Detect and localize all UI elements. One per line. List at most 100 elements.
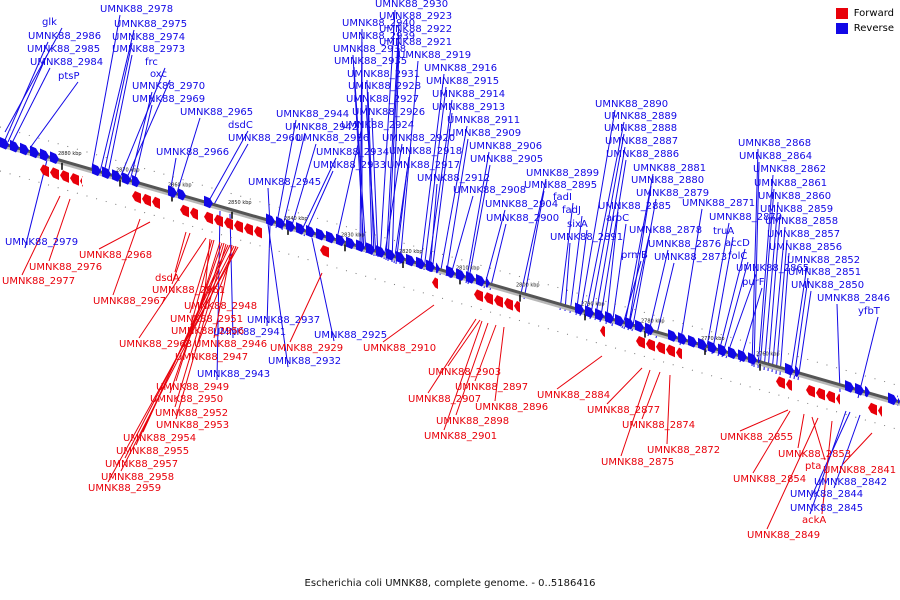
gene-leader (423, 86, 447, 271)
forward-gene-label: UMNK88_2951 (170, 314, 243, 325)
reverse-gene-feature (486, 276, 490, 289)
reverse-gene-label: UMNK88_2868 (738, 138, 811, 149)
scale-tick-label: 2850 kbp (228, 200, 252, 206)
gene-leader (759, 188, 775, 370)
reverse-gene-label: UMNK88_2925 (314, 330, 387, 341)
reverse-gene-feature (688, 334, 697, 348)
gene-leader (189, 239, 213, 314)
forward-gene-label: UMNK88_2849 (747, 530, 820, 541)
reverse-gene-label: oxc (150, 69, 167, 80)
reverse-gene-label: UMNK88_2881 (633, 163, 706, 174)
reverse-gene-feature (406, 253, 415, 267)
forward-gene-feature (676, 347, 682, 360)
gene-leader (556, 355, 603, 390)
gene-leader (842, 432, 873, 465)
gene-leader (564, 242, 571, 312)
forward-gene-label: UMNK88_2877 (587, 405, 660, 416)
gene-leader (119, 67, 166, 179)
reverse-gene-feature (296, 222, 305, 235)
reverse-gene-label: UMNK88_2858 (765, 216, 838, 227)
reverse-gene-label: UMNK88_2943 (197, 369, 270, 380)
forward-gene-feature (826, 390, 835, 404)
forward-gene-label: UMNK88_2952 (155, 408, 228, 419)
reverse-gene-label: UMNK88_2919 (398, 50, 471, 61)
forward-gene-label: UMNK88_2907 (408, 394, 481, 405)
reverse-gene-label: sixA (567, 219, 588, 230)
forward-gene-feature (152, 196, 160, 210)
reverse-gene-feature (897, 395, 900, 406)
reverse-gene-label: UMNK88_2985 (27, 44, 100, 55)
gene-leader (483, 209, 506, 289)
gene-leader (474, 324, 497, 382)
reverse-gene-feature (40, 148, 49, 162)
reverse-gene-feature (306, 225, 315, 238)
forward-gene-feature (816, 387, 825, 401)
reverse-gene-feature (466, 271, 475, 284)
legend-reverse-label: Reverse (853, 23, 894, 34)
gene-leader (174, 242, 225, 408)
gene-leader (419, 73, 445, 270)
forward-swatch (835, 8, 848, 19)
gene-leader (7, 54, 48, 143)
forward-gene-feature (514, 300, 520, 313)
reverse-gene-label: UMNK88_2885 (598, 201, 671, 212)
reverse-gene-feature (678, 332, 687, 345)
reverse-gene-label: UMNK88_2850 (791, 280, 864, 291)
gene-leader (584, 121, 625, 319)
reverse-gene-label: UMNK88_2932 (268, 356, 341, 367)
scale-tick-label: 2860 kbp (168, 182, 192, 188)
scale-tick-label: 2810 kbp (456, 265, 480, 271)
forward-gene-feature (320, 245, 329, 258)
reverse-gene-label: dsdC (228, 120, 253, 131)
forward-gene-label: ackA (802, 515, 826, 526)
forward-gene-label: UMNK88_2896 (475, 402, 548, 413)
reverse-gene-label: UMNK88_2909 (448, 128, 521, 139)
reverse-gene-label: UMNK88_2899 (526, 168, 599, 179)
reverse-gene-label: UMNK88_2973 (112, 44, 185, 55)
reverse-gene-label: UMNK88_2944 (276, 109, 349, 120)
gene-leader (766, 417, 819, 530)
gene-leader (216, 210, 221, 381)
reverse-gene-label: UMNK88_2889 (604, 111, 677, 122)
gene-leader (494, 326, 505, 402)
gene-leader (190, 239, 215, 326)
scale-tick-label: 2760 kbp (756, 352, 780, 358)
gene-leader (303, 170, 334, 237)
reverse-gene-label: UMNK88_2870 (709, 212, 782, 223)
reverse-gene-label: UMNK88_2865 (736, 263, 809, 274)
gene-leader (211, 143, 249, 209)
gene-leader (606, 367, 643, 405)
forward-gene-label: UMNK88_2955 (116, 446, 189, 457)
gene-leader (107, 246, 239, 483)
forward-gene-label: UMNK88_2875 (601, 457, 674, 468)
forward-gene-label: UMNK88_2949 (156, 382, 229, 393)
reverse-gene-label: UMNK88_2921 (379, 37, 452, 48)
forward-gene-feature (224, 217, 233, 231)
reverse-gene-feature (738, 349, 747, 362)
reverse-gene-feature (326, 230, 335, 244)
gene-leader (4, 41, 49, 141)
gene-leader (383, 143, 403, 260)
gene-leader (489, 223, 507, 291)
forward-gene-label: UMNK88_2929 (270, 343, 343, 354)
gene-leader (427, 318, 477, 394)
leader-lines (4, 9, 879, 530)
gene-leader (620, 369, 651, 457)
reverse-gene-label: UMNK88_2914 (432, 89, 505, 100)
gene-leader (399, 60, 419, 265)
gene-leader (627, 185, 652, 331)
gene-leader (763, 201, 779, 371)
forward-gene-label: UMNK88_2948 (184, 301, 257, 312)
reverse-gene-label: UMNK88_2906 (469, 141, 542, 152)
reverse-gene-label: ptsP (58, 71, 80, 82)
reverse-gene-feature (20, 142, 29, 156)
gene-leader (129, 91, 153, 182)
gene-leader (789, 265, 808, 379)
reverse-gene-feature (635, 319, 644, 333)
gene-leader (382, 304, 435, 343)
reverse-gene-label: UMNK88_2965 (180, 107, 253, 118)
gene-leader (711, 236, 734, 355)
scale-tick-label: 2800 kbp (516, 283, 540, 289)
reverse-gene-feature (276, 216, 285, 230)
reverse-gene-feature (396, 250, 405, 264)
